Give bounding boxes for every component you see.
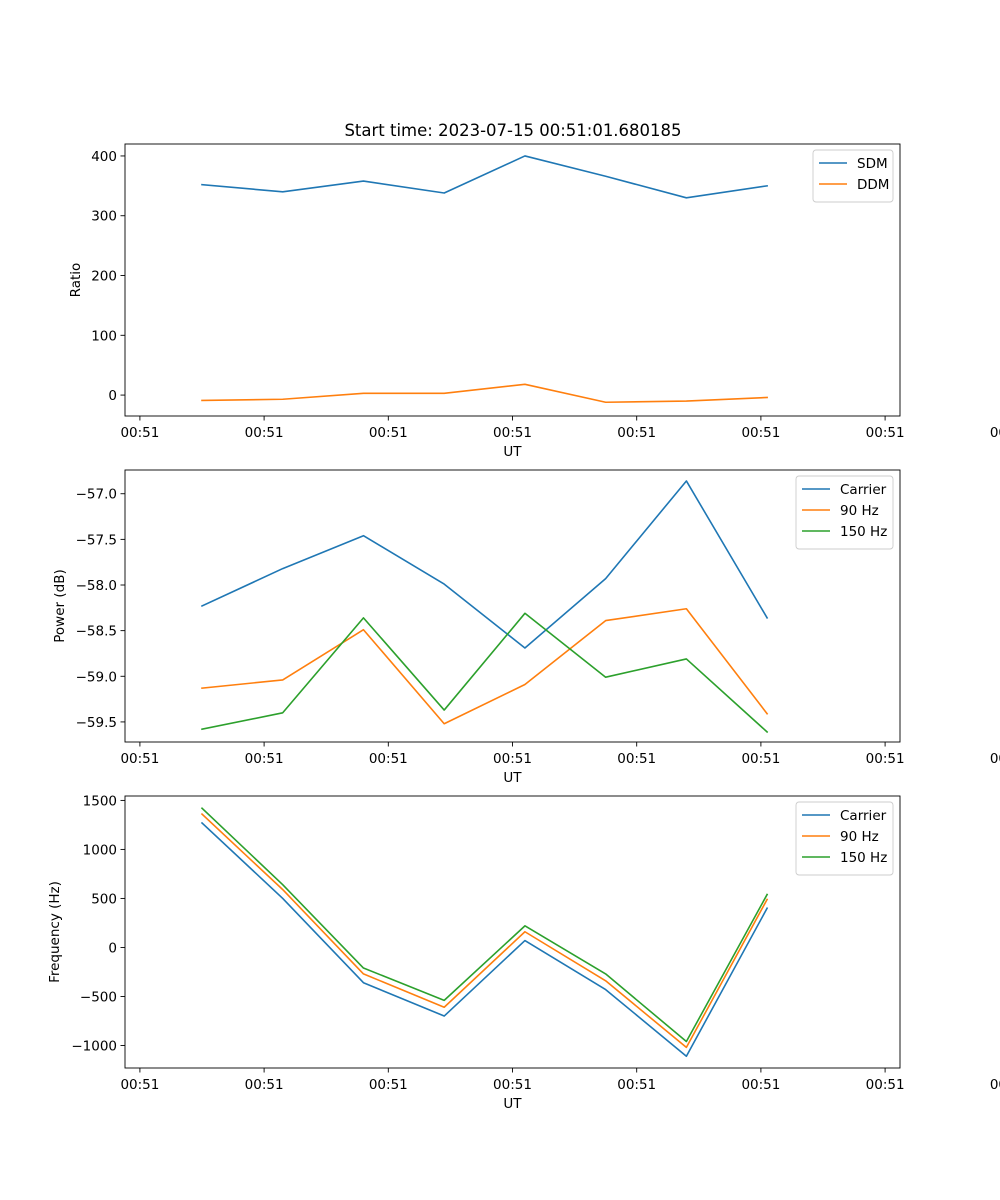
- y-tick-label: 1500: [83, 793, 117, 809]
- y-tick-label: 300: [91, 209, 117, 225]
- y-tick-label: −1000: [71, 1038, 117, 1054]
- x-tick-label: 00:51: [369, 425, 408, 441]
- series-line-sdm: [201, 155, 769, 199]
- panels: 00:51 00:51 00:51 00:51 00:51 00:51 00:51 00:52…: [47, 143, 1000, 1112]
- x-tick-label: 00:51: [245, 751, 284, 767]
- y-tick-label: −58.5: [76, 624, 117, 640]
- y-tick-label: −59.5: [76, 715, 117, 731]
- x-tick-label: 00:51: [617, 1077, 656, 1093]
- series-line-150-hz: [200, 807, 769, 1043]
- y-tick-label: 400: [91, 149, 117, 165]
- y-tick-label: 500: [91, 891, 117, 907]
- x-tick-label: 00:51: [369, 751, 408, 767]
- series-line-90-hz: [200, 812, 769, 1049]
- legend: SDM DDM: [812, 149, 894, 203]
- x-axis-label: UT: [503, 444, 522, 460]
- x-tick-label: 00:51: [866, 1077, 905, 1093]
- x-tick-label: 00:52: [990, 1077, 1000, 1093]
- y-tick-label: −57.0: [76, 487, 117, 503]
- x-tick-label: 00:51: [617, 751, 656, 767]
- x-tick-label: 00:51: [741, 1077, 780, 1093]
- series-line-ddm: [201, 383, 768, 404]
- legend: Carrier 90 Hz 150 Hz: [795, 475, 894, 550]
- x-axis-label: UT: [503, 1096, 522, 1112]
- series-line-carrier: [200, 821, 769, 1058]
- y-tick-label: 0: [108, 388, 117, 404]
- legend: Carrier 90 Hz 150 Hz: [795, 801, 894, 876]
- y-tick-label: −59.0: [76, 669, 117, 685]
- y-axis-label: Ratio: [68, 263, 84, 298]
- y-tick-label: −57.5: [76, 532, 117, 548]
- series-line-150-hz: [201, 612, 769, 734]
- legend-label: DDM: [857, 177, 889, 193]
- y-axis-label: Frequency (Hz): [47, 881, 63, 983]
- panel-3: 00:51 00:51 00:51 00:51 00:51 00:51 00:51 00:52…: [47, 793, 1000, 1112]
- x-tick-label: 00:51: [245, 425, 284, 441]
- series-line-90-hz: [201, 607, 769, 725]
- y-tick-label: 100: [91, 328, 117, 344]
- legend-label: 150 Hz: [840, 524, 887, 540]
- x-tick-label: 00:51: [741, 751, 780, 767]
- x-tick-label: 00:51: [493, 425, 532, 441]
- x-tick-label: 00:51: [120, 1077, 159, 1093]
- x-tick-label: 00:51: [493, 1077, 532, 1093]
- legend-label: SDM: [857, 156, 888, 172]
- x-tick-label: 00:52: [990, 751, 1000, 767]
- panel-2: 00:51 00:51 00:51 00:51 00:51 00:51 00:51 00:52…: [52, 469, 1000, 786]
- y-tick-label: 0: [108, 940, 117, 956]
- y-tick-label: −58.0: [76, 578, 117, 594]
- x-tick-label: 00:51: [245, 1077, 284, 1093]
- legend-label: 90 Hz: [840, 503, 879, 519]
- legend-label: Carrier: [840, 808, 887, 824]
- y-tick-label: −500: [80, 989, 117, 1005]
- x-tick-label: 00:51: [369, 1077, 408, 1093]
- y-axis-label: Power (dB): [52, 569, 68, 642]
- x-tick-label: 00:51: [866, 425, 905, 441]
- legend-label: 150 Hz: [840, 850, 887, 866]
- x-axis-label: UT: [503, 770, 522, 786]
- legend-label: Carrier: [840, 482, 887, 498]
- x-tick-label: 00:51: [617, 425, 656, 441]
- panel-1: 00:51 00:51 00:51 00:51 00:51 00:51 00:51 00:52…: [68, 143, 1000, 460]
- x-tick-label: 00:51: [866, 751, 905, 767]
- legend-label: 90 Hz: [840, 829, 879, 845]
- x-tick-label: 00:51: [741, 425, 780, 441]
- x-tick-label: 00:51: [493, 751, 532, 767]
- figure-title: Start time: 2023-07-15 00:51:01.680185: [344, 121, 681, 140]
- x-tick-label: 00:52: [990, 425, 1000, 441]
- x-tick-label: 00:51: [120, 751, 159, 767]
- y-tick-label: 1000: [83, 842, 117, 858]
- x-tick-label: 00:51: [120, 425, 159, 441]
- series-line-carrier: [200, 480, 769, 649]
- y-tick-label: 200: [91, 269, 117, 285]
